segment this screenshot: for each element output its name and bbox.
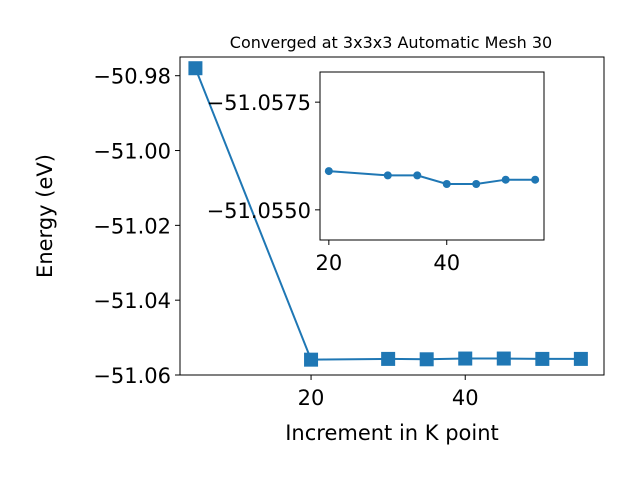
inset-plot: 20 40 −51.0575 −51.0550: [207, 71, 545, 275]
main-data-point: [573, 351, 588, 366]
main-data-point: [381, 351, 396, 366]
inset-y-tick-label: −51.0550: [207, 199, 311, 223]
main-data-point: [496, 351, 511, 366]
main-plot: Converged at 3x3x3 Automatic Mesh 30 20 4…: [33, 33, 605, 445]
main-y-tick-label: −50.98: [93, 65, 171, 89]
main-plot-frame: [179, 56, 605, 376]
main-x-tick-label: 20: [298, 386, 325, 410]
main-data-point: [304, 352, 319, 367]
inset-data-point: [324, 167, 333, 176]
inset-x-tick-label: 20: [315, 251, 342, 275]
inset-x-tick-label: 40: [433, 251, 460, 275]
main-y-tick-label: −51.06: [93, 364, 171, 388]
inset-data-point: [383, 171, 392, 180]
main-y-tick-label: −51.04: [93, 289, 171, 313]
inset-data-point: [501, 175, 510, 184]
inset-data-point: [531, 175, 540, 184]
main-y-tick-label: −51.02: [93, 214, 171, 238]
inset-plot-frame: [319, 71, 545, 241]
main-y-tick-label: −51.00: [93, 140, 171, 164]
chart-title: Converged at 3x3x3 Automatic Mesh 30: [230, 33, 552, 52]
main-data-point: [458, 351, 473, 366]
inset-data-point: [442, 180, 451, 188]
main-data-point: [535, 351, 550, 366]
main-data-point: [188, 61, 203, 76]
y-axis-label: Energy (eV): [33, 154, 57, 278]
main-data-point: [419, 352, 434, 367]
x-axis-label: Increment in K point: [285, 421, 499, 445]
main-x-tick-label: 40: [452, 386, 479, 410]
inset-data-point: [413, 171, 422, 180]
inset-data-point: [472, 180, 481, 188]
inset-y-tick-label: −51.0575: [207, 91, 311, 115]
